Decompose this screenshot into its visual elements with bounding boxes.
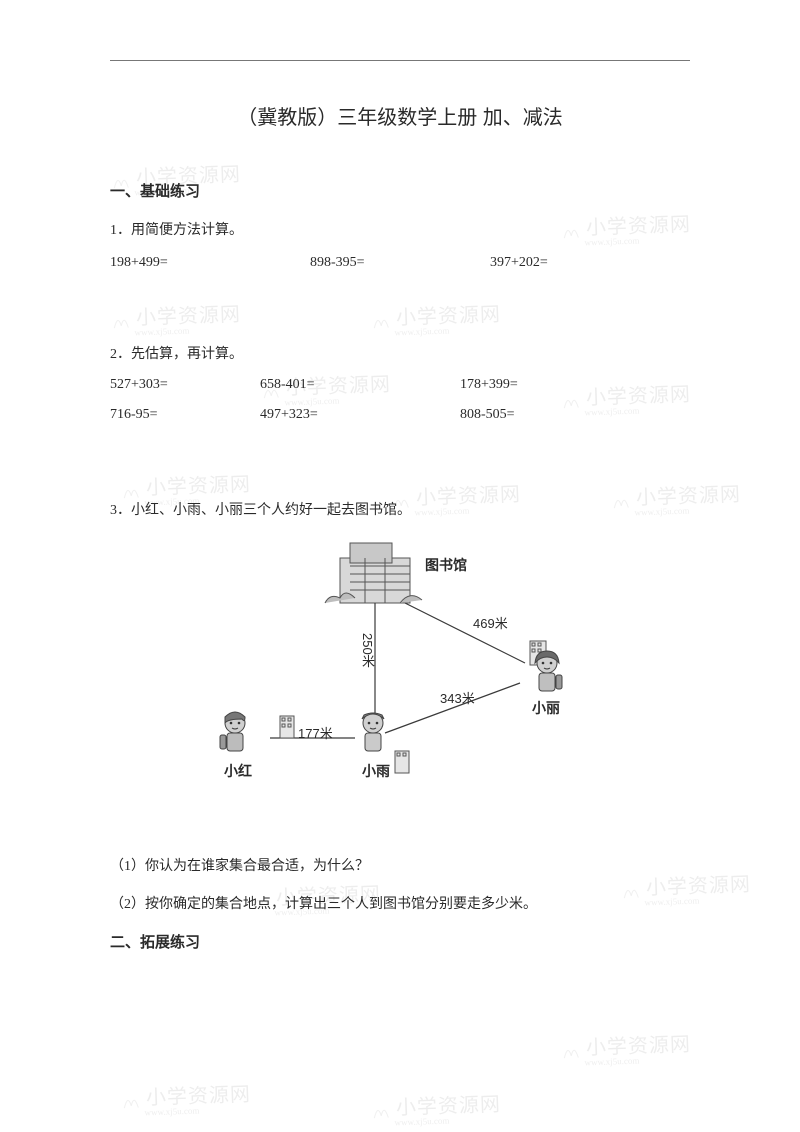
- q2-item: 716-95=: [110, 407, 260, 423]
- edge-label: 177米: [298, 723, 333, 742]
- node-xiaohong-label: 小红: [224, 761, 252, 781]
- q2-item: 497+323=: [260, 407, 460, 423]
- node-xiaoli-label: 小丽: [532, 698, 560, 718]
- q1-item: 397+202=: [490, 255, 548, 271]
- q3-sub1: （1）你认为在谁家集合最合适，为什么？: [110, 855, 690, 875]
- watermark: 小学资源网www.xj5u.com: [119, 1078, 251, 1119]
- q1-item: 198+499=: [110, 255, 310, 271]
- q3-diagram: 图书馆 小红 小雨 小丽 469米 250米 343米 177米: [180, 533, 600, 803]
- q2-item: 527+303=: [110, 377, 260, 393]
- q2-row2: 716-95= 497+323= 808-505=: [110, 407, 690, 423]
- q1-prompt: 1．用简便方法计算。: [110, 219, 690, 239]
- worksheet-page: （冀教版）三年级数学上册 加、减法 一、基础练习 1．用简便方法计算。 198+…: [0, 0, 800, 1010]
- section-1-head: 一、基础练习: [110, 180, 690, 201]
- top-rule: [110, 60, 690, 61]
- q2-prompt: 2．先估算，再计算。: [110, 343, 690, 363]
- kid-xiaoli-icon: [535, 651, 562, 691]
- edge-label: 250米: [358, 633, 377, 668]
- q1-row: 198+499= 898-395= 397+202=: [110, 255, 690, 271]
- node-xiaoyu-label: 小雨: [362, 761, 390, 781]
- page-title: （冀教版）三年级数学上册 加、减法: [110, 101, 690, 130]
- house-icon: [395, 751, 409, 773]
- q2-item: 658-401=: [260, 377, 460, 393]
- edge-label: 469米: [473, 613, 508, 632]
- edge-label: 343米: [440, 688, 475, 707]
- q2-item: 808-505=: [460, 407, 515, 423]
- library-icon: [325, 543, 422, 603]
- q1-item: 898-395=: [310, 255, 490, 271]
- watermark: 小学资源网www.xj5u.com: [559, 1028, 691, 1069]
- node-library-label: 图书馆: [425, 555, 467, 575]
- q3-sub2: （2）按你确定的集合地点，计算出三个人到图书馆分别要走多少米。: [110, 893, 690, 913]
- kid-xiaoyu-icon: [362, 713, 384, 751]
- section-2-head: 二、拓展练习: [110, 931, 690, 952]
- house-icon: [280, 716, 294, 738]
- kid-xiaohong-icon: [220, 712, 245, 751]
- q3-prompt: 3．小红、小雨、小丽三个人约好一起去图书馆。: [110, 499, 690, 519]
- q2-row1: 527+303= 658-401= 178+399=: [110, 377, 690, 393]
- q2-item: 178+399=: [460, 377, 518, 393]
- watermark: 小学资源网www.xj5u.com: [369, 1088, 501, 1129]
